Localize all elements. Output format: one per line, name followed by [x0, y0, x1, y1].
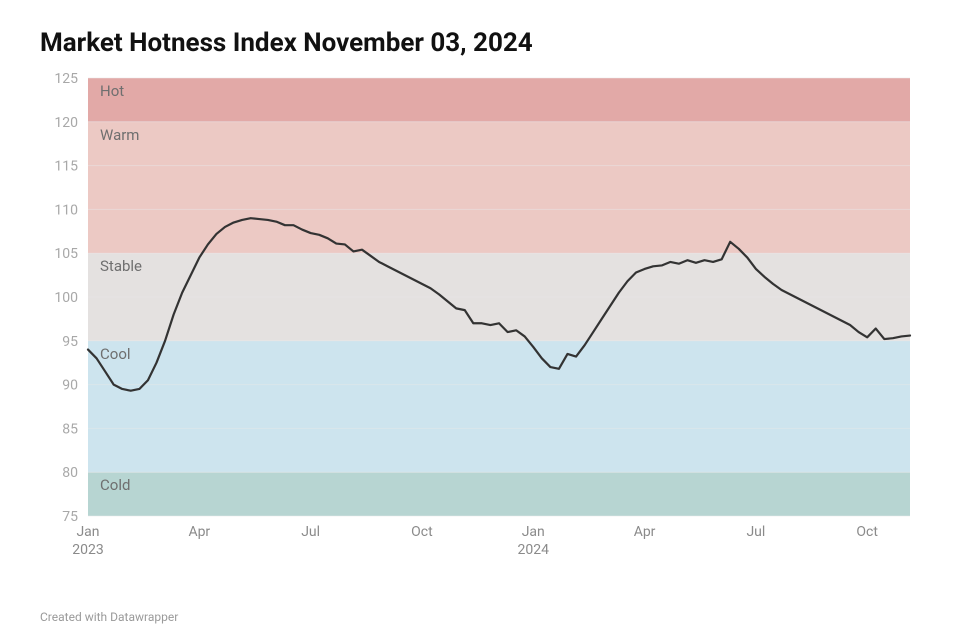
svg-text:95: 95	[62, 334, 78, 350]
band-cold	[88, 472, 910, 516]
svg-text:110: 110	[54, 202, 78, 218]
svg-text:Apr: Apr	[188, 524, 210, 540]
band-hot	[88, 78, 910, 122]
band-warm	[88, 122, 910, 253]
svg-text:Oct: Oct	[856, 524, 878, 540]
xtick-Jan-2024: Jan 2024	[518, 524, 550, 558]
band-cool	[88, 341, 910, 472]
xtick-Jan-2023: Jan 2023	[72, 524, 103, 558]
svg-text:115: 115	[54, 159, 78, 175]
xtick-Oct: Oct	[411, 524, 433, 540]
svg-text:90: 90	[62, 378, 78, 394]
svg-text:Apr: Apr	[634, 524, 656, 540]
xtick-Jul: Jul	[301, 524, 320, 540]
xtick-Jul: Jul	[746, 524, 765, 540]
svg-text:2024: 2024	[518, 542, 550, 558]
xtick-Apr: Apr	[188, 524, 210, 540]
xtick-Oct: Oct	[856, 524, 878, 540]
svg-text:Jul: Jul	[746, 524, 765, 540]
x-axis: Jan 2023 Apr Jul Oct Jan 2024 Apr Jul Oct	[72, 524, 878, 558]
band-label-cold: Cold	[100, 476, 130, 494]
svg-text:85: 85	[62, 421, 78, 437]
xtick-Apr: Apr	[634, 524, 656, 540]
svg-text:75: 75	[62, 509, 78, 525]
band-label-warm: Warm	[100, 126, 139, 144]
svg-text:125: 125	[54, 71, 78, 87]
band-label-cool: Cool	[100, 345, 131, 363]
chart: 75 80 85 90 95 100 105 110 115 120 125 Cold Cool Stab…	[40, 68, 920, 568]
page-title: Market Hotness Index November 03, 2024	[40, 28, 920, 58]
svg-text:100: 100	[54, 290, 78, 306]
band-label-stable: Stable	[100, 257, 142, 275]
svg-text:Jan: Jan	[522, 524, 545, 540]
svg-text:120: 120	[54, 115, 78, 131]
svg-text:Jan: Jan	[76, 524, 99, 540]
band-label-hot: Hot	[100, 82, 124, 100]
credit-text: Created with Datawrapper	[40, 610, 178, 624]
chart-svg: 75 80 85 90 95 100 105 110 115 120 125 Cold Cool Stab…	[40, 68, 920, 568]
svg-text:Oct: Oct	[411, 524, 433, 540]
svg-text:80: 80	[62, 465, 78, 481]
svg-text:2023: 2023	[72, 542, 103, 558]
svg-text:105: 105	[54, 246, 78, 262]
svg-text:Jul: Jul	[301, 524, 320, 540]
